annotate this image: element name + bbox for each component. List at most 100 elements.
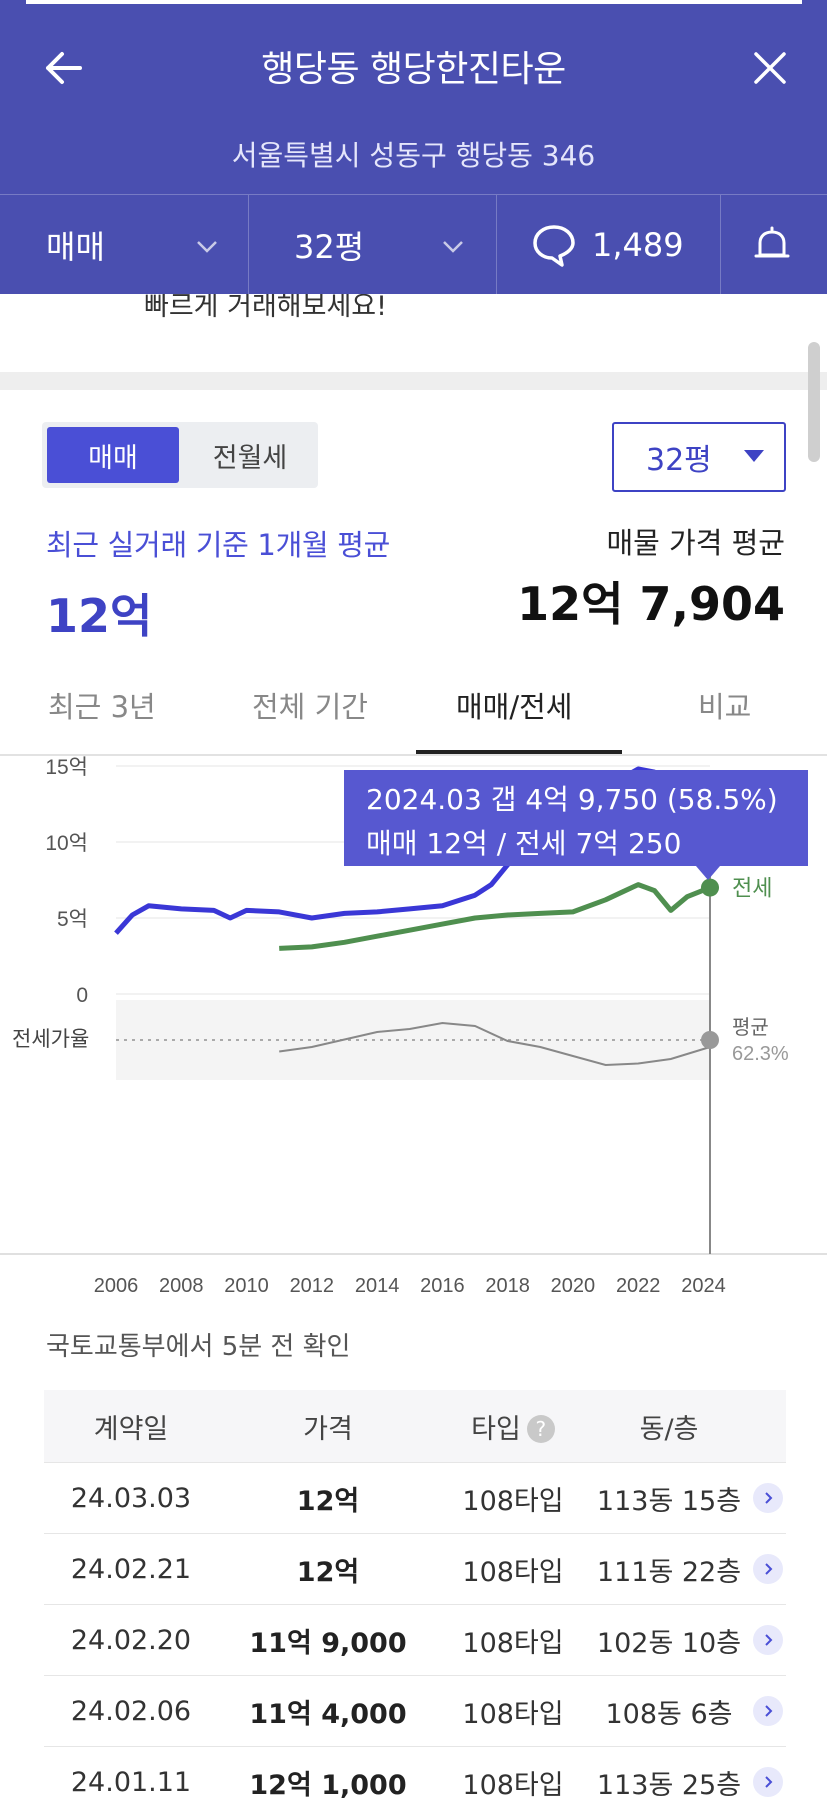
bell-icon bbox=[754, 226, 790, 258]
row-type: 108타입 bbox=[462, 1698, 564, 1730]
deal-type-dropdown[interactable]: 매매 bbox=[46, 195, 246, 295]
page-title: 행당동 행당한진타운 bbox=[261, 49, 566, 90]
dropdown-triangle-icon bbox=[744, 450, 764, 462]
row-type: 108타입 bbox=[462, 1769, 564, 1801]
x-tick-label: 2010 bbox=[224, 1275, 269, 1296]
row-date: 24.02.20 bbox=[70, 1624, 192, 1656]
chart-tabs: 최근 3년 전체 기간 매매/전세 비교 bbox=[0, 668, 827, 756]
y-tick-label: 15억 bbox=[45, 756, 88, 779]
active-tab-indicator bbox=[416, 750, 622, 754]
recent-average-label: 최근 실거래 기준 1개월 평균 bbox=[46, 528, 391, 562]
chevron-right-icon bbox=[753, 1554, 783, 1584]
table-row[interactable]: 24.02.20 11억 9,000 108타입 102동 10층 bbox=[44, 1604, 786, 1675]
x-tick-label: 2016 bbox=[420, 1275, 465, 1296]
table-row[interactable]: 24.03.03 12억 108타입 113동 15층 bbox=[44, 1462, 786, 1533]
row-arrow[interactable] bbox=[750, 1767, 786, 1797]
row-dong: 108동 6층 bbox=[605, 1698, 733, 1730]
size-select-label: 32평 bbox=[646, 443, 712, 478]
ratio-label: 전세가율 bbox=[12, 1028, 89, 1051]
top-strip bbox=[26, 0, 802, 4]
header-type: 타입? bbox=[438, 1407, 588, 1446]
tooltip-tail bbox=[696, 866, 720, 880]
divider bbox=[248, 195, 249, 295]
close-icon[interactable] bbox=[746, 44, 794, 92]
transactions-table: 계약일 가격 타입? 동/층 24.03.03 12억 108타입 113동 15층 2… bbox=[44, 1390, 786, 1817]
toggle-sale[interactable]: 매매 bbox=[47, 427, 179, 483]
x-tick-label: 2014 bbox=[355, 1275, 400, 1296]
help-icon[interactable]: ? bbox=[526, 1414, 555, 1443]
back-arrow-icon[interactable] bbox=[40, 44, 88, 92]
x-tick-label: 2006 bbox=[94, 1275, 139, 1296]
notification-button[interactable] bbox=[750, 195, 810, 295]
toggle-rent[interactable]: 전월세 bbox=[212, 442, 288, 474]
table-row[interactable]: 24.02.21 12억 108타입 111동 22층 bbox=[44, 1533, 786, 1604]
header-dong: 동/층 bbox=[639, 1413, 699, 1445]
row-arrow[interactable] bbox=[750, 1625, 786, 1655]
chevron-right-icon bbox=[753, 1483, 783, 1513]
x-tick-label: 2024 bbox=[681, 1275, 726, 1296]
rent-marker bbox=[701, 878, 719, 897]
ratio-marker bbox=[701, 1031, 719, 1049]
tab-compare[interactable]: 비교 bbox=[698, 690, 752, 724]
size-dropdown[interactable]: 32평 bbox=[294, 195, 494, 295]
header-date: 계약일 bbox=[93, 1413, 169, 1445]
table-row[interactable]: 24.01.11 12억 1,000 108타입 113동 25층 bbox=[44, 1746, 786, 1817]
legend-rent: 전세 bbox=[732, 876, 772, 901]
y-tick-label: 10억 bbox=[45, 832, 88, 855]
tab-sale-rent[interactable]: 매매/전세 bbox=[456, 690, 573, 724]
tooltip-line2: 매매 12억 / 전세 7억 250 bbox=[366, 827, 682, 860]
row-type: 108타입 bbox=[462, 1627, 564, 1659]
header-type-label: 타입 bbox=[471, 1413, 521, 1445]
x-tick-label: 2018 bbox=[485, 1275, 530, 1296]
chevron-down-icon bbox=[443, 241, 463, 253]
series-line-rent bbox=[279, 882, 711, 951]
comments-button[interactable]: 1,489 bbox=[530, 195, 710, 295]
row-dong: 111동 22층 bbox=[596, 1556, 742, 1588]
row-price: 11억 4,000 bbox=[249, 1698, 407, 1730]
speech-bubble-icon bbox=[533, 225, 575, 267]
row-dong: 113동 15층 bbox=[596, 1485, 742, 1517]
row-arrow[interactable] bbox=[750, 1483, 786, 1513]
divider bbox=[720, 195, 721, 295]
tab-all-period[interactable]: 전체 기간 bbox=[252, 690, 368, 724]
row-arrow[interactable] bbox=[750, 1696, 786, 1726]
listing-average-value: 12억 7,904 bbox=[517, 577, 785, 631]
comment-count: 1,489 bbox=[592, 226, 684, 264]
row-arrow[interactable] bbox=[750, 1554, 786, 1584]
app-header: 행당동 행당한진타운 서울특별시 성동구 행당동 346 매매 32평 1,48… bbox=[0, 0, 827, 295]
recent-average-value: 12억 bbox=[46, 589, 153, 643]
listing-average-label: 매물 가격 평균 bbox=[606, 526, 785, 560]
x-tick-label: 2008 bbox=[159, 1275, 204, 1296]
promo-banner: 빠르게 거래해보세요! bbox=[0, 294, 827, 372]
y-tick-label: 0 bbox=[76, 984, 88, 1007]
chevron-down-icon bbox=[197, 241, 217, 253]
x-tick-label: 2012 bbox=[290, 1275, 335, 1296]
x-tick-label: 2022 bbox=[616, 1275, 661, 1296]
legend-average-value: 62.3% bbox=[732, 1043, 789, 1065]
series-line-ratio bbox=[279, 1021, 711, 1067]
row-price: 11억 9,000 bbox=[249, 1627, 407, 1659]
size-select[interactable]: 32평 bbox=[612, 422, 786, 492]
size-label: 32평 bbox=[294, 228, 365, 266]
row-price: 12억 1,000 bbox=[249, 1769, 407, 1801]
deal-type-label: 매매 bbox=[46, 228, 105, 266]
tab-recent-3y[interactable]: 최근 3년 bbox=[48, 690, 156, 724]
section-divider bbox=[0, 372, 827, 390]
row-dong: 113동 25층 bbox=[596, 1769, 742, 1801]
data-source: 국토교통부에서 5분 전 확인 bbox=[46, 1332, 351, 1362]
table-row[interactable]: 24.02.06 11억 4,000 108타입 108동 6층 bbox=[44, 1675, 786, 1746]
row-price: 12억 bbox=[296, 1556, 360, 1588]
divider bbox=[496, 195, 497, 295]
address: 서울특별시 성동구 행당동 346 bbox=[231, 139, 596, 172]
scrollbar[interactable] bbox=[808, 342, 820, 462]
chevron-right-icon bbox=[753, 1696, 783, 1726]
row-date: 24.02.06 bbox=[70, 1695, 192, 1727]
tooltip-line1: 2024.03 갭 4억 9,750 (58.5%) bbox=[366, 783, 778, 816]
row-type: 108타입 bbox=[462, 1556, 564, 1588]
chevron-right-icon bbox=[753, 1625, 783, 1655]
chart-tooltip: 2024.03 갭 4억 9,750 (58.5%) 매매 12억 / 전세 7… bbox=[344, 770, 808, 866]
row-dong: 102동 10층 bbox=[596, 1627, 742, 1659]
header-price: 가격 bbox=[303, 1413, 353, 1445]
row-type: 108타입 bbox=[462, 1485, 564, 1517]
row-date: 24.03.03 bbox=[70, 1482, 192, 1514]
